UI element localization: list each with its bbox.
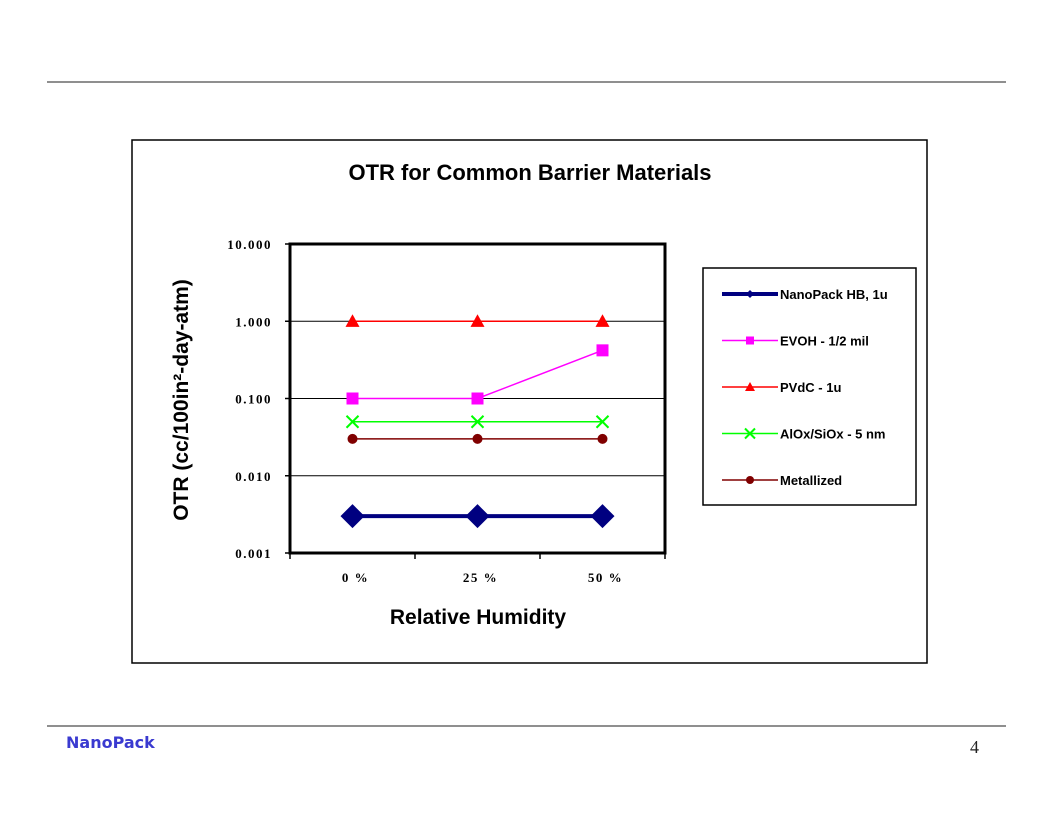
legend-marker-2 — [745, 382, 755, 391]
y-tick-label-4: 0.001 — [235, 546, 272, 561]
legend-label-1: EVOH - 1/2 mil — [780, 334, 869, 349]
series-1 — [346, 344, 609, 405]
y-axis-title: OTR (cc/100in²-day-atm) — [170, 279, 193, 521]
series-layer — [340, 314, 615, 529]
y-axis: 10.000 1.000 0.100 0.010 0.001 — [227, 237, 290, 561]
x-tick-label-0: 0 % — [342, 570, 369, 585]
point-2-1 — [470, 314, 485, 327]
point-2-2 — [595, 314, 610, 327]
x-tick-label-2: 50 % — [588, 570, 623, 585]
y-tick-label-1: 1.000 — [235, 314, 272, 329]
legend-marker-3 — [744, 427, 756, 440]
legend-entry-1: EVOH - 1/2 mil — [722, 334, 869, 349]
series-2 — [345, 314, 610, 327]
point-3-0 — [345, 415, 360, 429]
legend-entry-2: PVdC - 1u — [722, 380, 841, 395]
point-0-1 — [465, 504, 490, 529]
legend-marker-0 — [746, 290, 754, 298]
point-3-2 — [595, 415, 610, 429]
chart-title: OTR for Common Barrier Materials — [348, 160, 711, 185]
y-tick-label-3: 0.010 — [235, 469, 272, 484]
point-0-0 — [340, 504, 365, 529]
x-axis-title: Relative Humidity — [390, 606, 567, 629]
top-rule — [47, 81, 1006, 83]
point-4-0 — [347, 433, 358, 444]
page-number: 4 — [970, 737, 979, 757]
y-tick-label-0: 10.000 — [227, 237, 272, 252]
point-4-1 — [472, 433, 483, 444]
point-0-2 — [590, 504, 615, 529]
series-0 — [340, 504, 615, 529]
x-tick-label-1: 25 % — [463, 570, 498, 585]
point-1-0 — [346, 392, 359, 405]
x-axis: 0 % 25 % 50 % — [289, 553, 666, 585]
point-3-1 — [470, 415, 485, 429]
series-4 — [347, 433, 608, 444]
legend-label-4: Metallized — [780, 473, 842, 488]
legend-entry-4: Metallized — [722, 473, 842, 488]
legend-label-2: PVdC - 1u — [780, 380, 841, 395]
point-1-1 — [471, 392, 484, 405]
legend-label-3: AlOx/SiOx - 5 nm — [780, 427, 885, 442]
point-2-0 — [345, 314, 360, 327]
legend-entry-3: AlOx/SiOx - 5 nm — [722, 427, 885, 442]
legend-marker-1 — [746, 336, 754, 345]
series-3 — [345, 415, 610, 429]
legend-label-0: NanoPack HB, 1u — [780, 287, 888, 302]
point-1-2 — [596, 344, 609, 357]
legend-marker-4 — [746, 476, 754, 484]
point-4-2 — [597, 433, 608, 444]
y-tick-label-2: 0.100 — [235, 392, 272, 407]
footer-brand: NanoPack — [66, 733, 155, 752]
legend: NanoPack HB, 1u EVOH - 1/2 mil PVdC - 1u Al… — [722, 287, 888, 488]
legend-entry-0: NanoPack HB, 1u — [722, 287, 888, 302]
bottom-rule — [47, 725, 1006, 727]
